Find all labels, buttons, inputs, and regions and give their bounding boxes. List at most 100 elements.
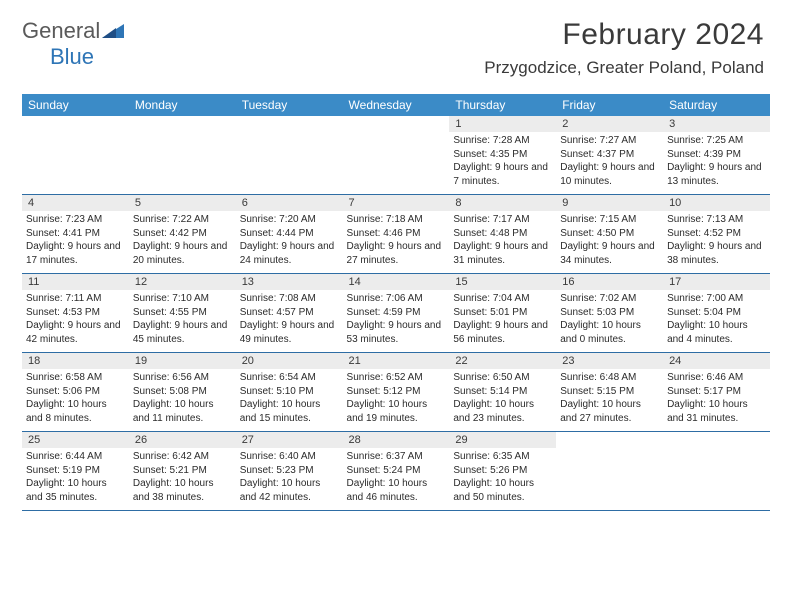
brand-logo: General Blue xyxy=(22,18,125,70)
day-cell: 4Sunrise: 7:23 AMSunset: 4:41 PMDaylight… xyxy=(22,195,129,274)
day-cell: 26Sunrise: 6:42 AMSunset: 5:21 PMDayligh… xyxy=(129,432,236,511)
sunrise-text: Sunrise: 7:28 AM xyxy=(453,134,552,148)
sunrise-text: Sunrise: 7:13 AM xyxy=(667,213,766,227)
daylight-text: Daylight: 10 hours and 50 minutes. xyxy=(453,477,552,504)
daylight-text: Daylight: 9 hours and 24 minutes. xyxy=(240,240,339,267)
day-details xyxy=(236,120,343,172)
day-number: 20 xyxy=(236,353,343,369)
sunset-text: Sunset: 5:04 PM xyxy=(667,306,766,320)
daylight-text: Daylight: 9 hours and 27 minutes. xyxy=(347,240,446,267)
day-details: Sunrise: 7:15 AMSunset: 4:50 PMDaylight:… xyxy=(556,211,663,273)
sunset-text: Sunset: 5:24 PM xyxy=(347,464,446,478)
sunrise-text: Sunrise: 6:56 AM xyxy=(133,371,232,385)
day-details: Sunrise: 7:22 AMSunset: 4:42 PMDaylight:… xyxy=(129,211,236,273)
day-details: Sunrise: 6:56 AMSunset: 5:08 PMDaylight:… xyxy=(129,369,236,431)
daylight-text: Daylight: 9 hours and 49 minutes. xyxy=(240,319,339,346)
sunrise-text: Sunrise: 7:06 AM xyxy=(347,292,446,306)
sunset-text: Sunset: 4:46 PM xyxy=(347,227,446,241)
day-cell: 29Sunrise: 6:35 AMSunset: 5:26 PMDayligh… xyxy=(449,432,556,511)
sunrise-text: Sunrise: 6:44 AM xyxy=(26,450,125,464)
sunrise-text: Sunrise: 6:35 AM xyxy=(453,450,552,464)
daylight-text: Daylight: 9 hours and 38 minutes. xyxy=(667,240,766,267)
brand-part2: Blue xyxy=(50,44,94,69)
daylight-text: Daylight: 9 hours and 53 minutes. xyxy=(347,319,446,346)
week-row: 11Sunrise: 7:11 AMSunset: 4:53 PMDayligh… xyxy=(22,274,770,353)
sunrise-text: Sunrise: 7:18 AM xyxy=(347,213,446,227)
daylight-text: Daylight: 9 hours and 56 minutes. xyxy=(453,319,552,346)
location-text: Przygodzice, Greater Poland, Poland xyxy=(484,58,764,78)
day-cell: 8Sunrise: 7:17 AMSunset: 4:48 PMDaylight… xyxy=(449,195,556,274)
sunrise-text: Sunrise: 7:15 AM xyxy=(560,213,659,227)
daylight-text: Daylight: 10 hours and 11 minutes. xyxy=(133,398,232,425)
day-cell xyxy=(22,116,129,195)
day-number: 1 xyxy=(449,116,556,132)
daylight-text: Daylight: 10 hours and 19 minutes. xyxy=(347,398,446,425)
sunset-text: Sunset: 4:44 PM xyxy=(240,227,339,241)
day-number: 10 xyxy=(663,195,770,211)
day-cell: 5Sunrise: 7:22 AMSunset: 4:42 PMDaylight… xyxy=(129,195,236,274)
day-details: Sunrise: 6:54 AMSunset: 5:10 PMDaylight:… xyxy=(236,369,343,431)
sunset-text: Sunset: 5:14 PM xyxy=(453,385,552,399)
weekday-header: Saturday xyxy=(663,94,770,116)
sunrise-text: Sunrise: 6:42 AM xyxy=(133,450,232,464)
day-number: 12 xyxy=(129,274,236,290)
title-block: February 2024 Przygodzice, Greater Polan… xyxy=(484,18,764,78)
daylight-text: Daylight: 9 hours and 13 minutes. xyxy=(667,161,766,188)
brand-part1: General xyxy=(22,18,100,43)
day-details: Sunrise: 7:20 AMSunset: 4:44 PMDaylight:… xyxy=(236,211,343,273)
day-number: 5 xyxy=(129,195,236,211)
weekday-header: Monday xyxy=(129,94,236,116)
sunset-text: Sunset: 5:12 PM xyxy=(347,385,446,399)
sunrise-text: Sunrise: 7:04 AM xyxy=(453,292,552,306)
daylight-text: Daylight: 9 hours and 7 minutes. xyxy=(453,161,552,188)
daylight-text: Daylight: 10 hours and 31 minutes. xyxy=(667,398,766,425)
day-details xyxy=(22,120,129,172)
day-cell: 15Sunrise: 7:04 AMSunset: 5:01 PMDayligh… xyxy=(449,274,556,353)
sunrise-text: Sunrise: 7:20 AM xyxy=(240,213,339,227)
sunset-text: Sunset: 5:21 PM xyxy=(133,464,232,478)
day-cell: 2Sunrise: 7:27 AMSunset: 4:37 PMDaylight… xyxy=(556,116,663,195)
day-number: 29 xyxy=(449,432,556,448)
week-row: 1Sunrise: 7:28 AMSunset: 4:35 PMDaylight… xyxy=(22,116,770,195)
sunset-text: Sunset: 4:53 PM xyxy=(26,306,125,320)
day-details: Sunrise: 7:25 AMSunset: 4:39 PMDaylight:… xyxy=(663,132,770,194)
sunrise-text: Sunrise: 7:08 AM xyxy=(240,292,339,306)
day-details xyxy=(663,436,770,488)
day-cell: 23Sunrise: 6:48 AMSunset: 5:15 PMDayligh… xyxy=(556,353,663,432)
sunset-text: Sunset: 4:50 PM xyxy=(560,227,659,241)
sunset-text: Sunset: 5:06 PM xyxy=(26,385,125,399)
day-cell: 28Sunrise: 6:37 AMSunset: 5:24 PMDayligh… xyxy=(343,432,450,511)
sunrise-text: Sunrise: 7:25 AM xyxy=(667,134,766,148)
day-cell: 9Sunrise: 7:15 AMSunset: 4:50 PMDaylight… xyxy=(556,195,663,274)
day-cell: 19Sunrise: 6:56 AMSunset: 5:08 PMDayligh… xyxy=(129,353,236,432)
sunset-text: Sunset: 5:19 PM xyxy=(26,464,125,478)
day-number: 25 xyxy=(22,432,129,448)
day-details xyxy=(343,120,450,172)
day-details: Sunrise: 7:02 AMSunset: 5:03 PMDaylight:… xyxy=(556,290,663,352)
sunset-text: Sunset: 4:37 PM xyxy=(560,148,659,162)
sunset-text: Sunset: 5:08 PM xyxy=(133,385,232,399)
sunrise-text: Sunrise: 7:02 AM xyxy=(560,292,659,306)
daylight-text: Daylight: 10 hours and 4 minutes. xyxy=(667,319,766,346)
day-cell: 10Sunrise: 7:13 AMSunset: 4:52 PMDayligh… xyxy=(663,195,770,274)
sunset-text: Sunset: 5:10 PM xyxy=(240,385,339,399)
daylight-text: Daylight: 10 hours and 23 minutes. xyxy=(453,398,552,425)
sunset-text: Sunset: 4:42 PM xyxy=(133,227,232,241)
day-number: 16 xyxy=(556,274,663,290)
sunrise-text: Sunrise: 6:37 AM xyxy=(347,450,446,464)
day-cell xyxy=(129,116,236,195)
weekday-header: Sunday xyxy=(22,94,129,116)
sunrise-text: Sunrise: 6:46 AM xyxy=(667,371,766,385)
sunrise-text: Sunrise: 7:27 AM xyxy=(560,134,659,148)
day-number: 18 xyxy=(22,353,129,369)
day-cell: 22Sunrise: 6:50 AMSunset: 5:14 PMDayligh… xyxy=(449,353,556,432)
day-number: 17 xyxy=(663,274,770,290)
day-number: 6 xyxy=(236,195,343,211)
weekday-header: Wednesday xyxy=(343,94,450,116)
daylight-text: Daylight: 10 hours and 15 minutes. xyxy=(240,398,339,425)
day-details: Sunrise: 7:10 AMSunset: 4:55 PMDaylight:… xyxy=(129,290,236,352)
day-cell: 1Sunrise: 7:28 AMSunset: 4:35 PMDaylight… xyxy=(449,116,556,195)
day-details: Sunrise: 7:11 AMSunset: 4:53 PMDaylight:… xyxy=(22,290,129,352)
weekday-header: Thursday xyxy=(449,94,556,116)
day-cell: 6Sunrise: 7:20 AMSunset: 4:44 PMDaylight… xyxy=(236,195,343,274)
